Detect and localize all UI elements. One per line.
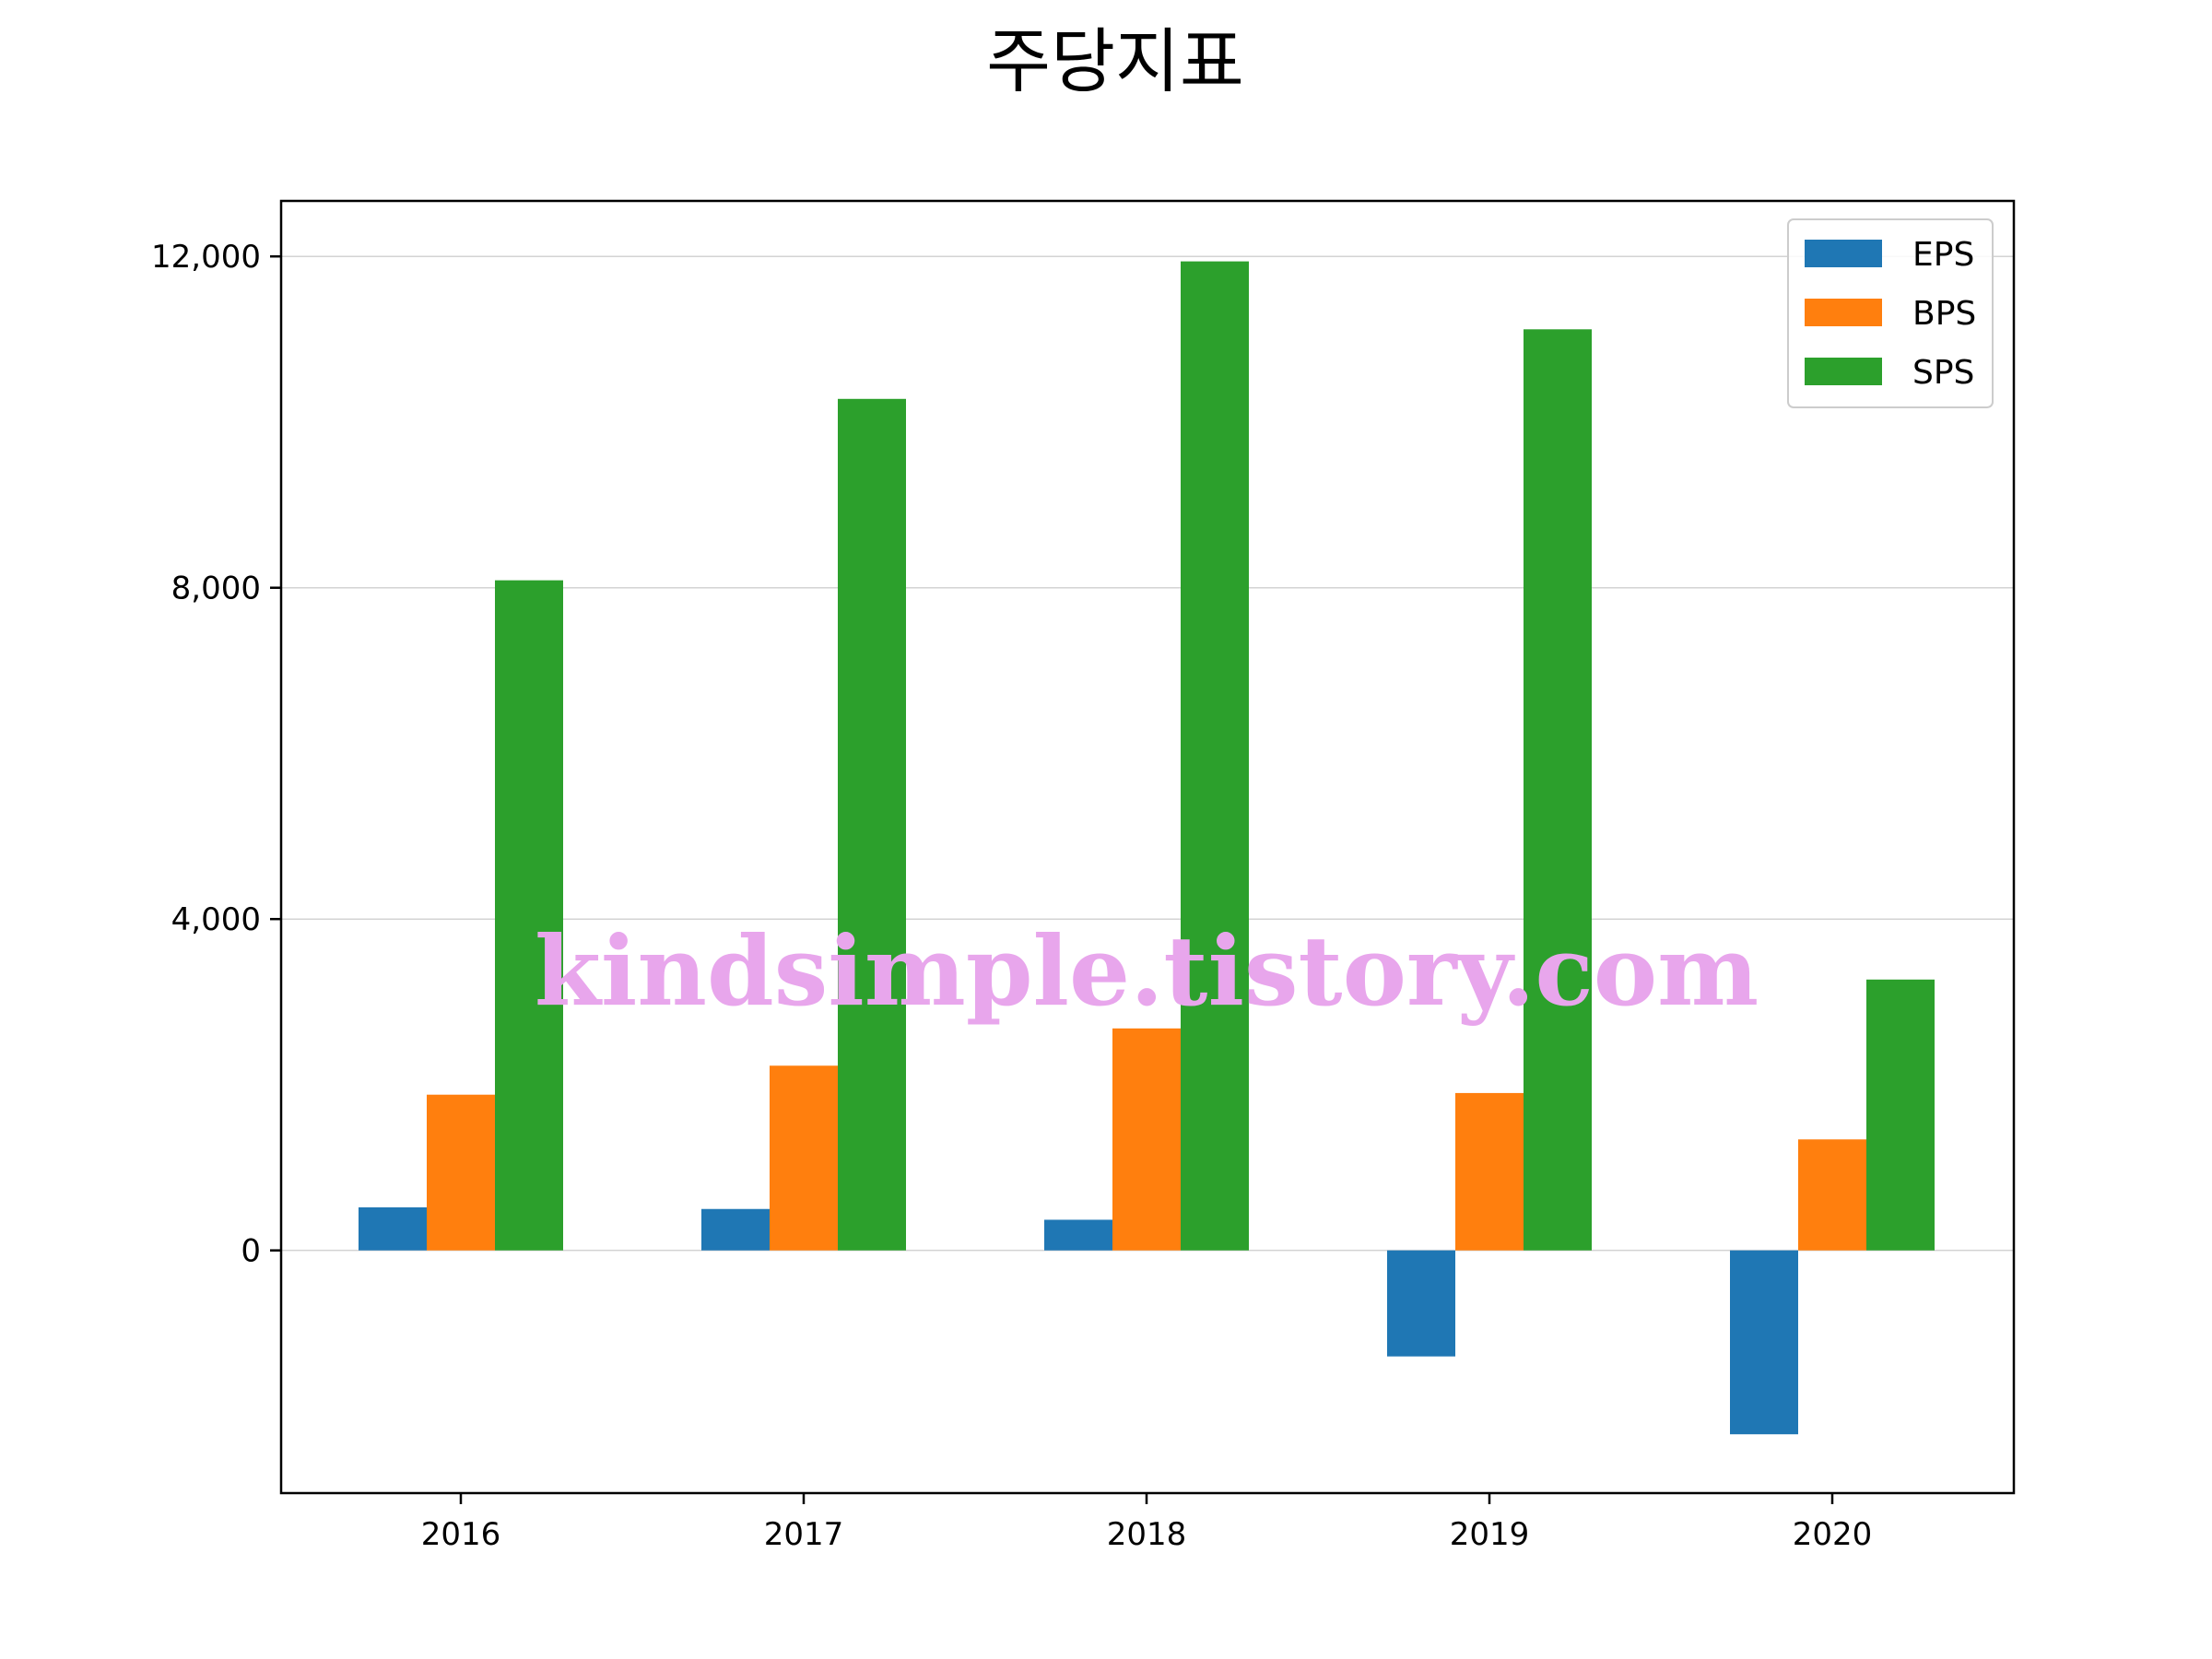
bar-bps-2018 bbox=[1112, 1028, 1181, 1251]
bar-sps-2018 bbox=[1181, 261, 1249, 1251]
legend-swatch-sps bbox=[1805, 358, 1882, 385]
bar-bps-2016 bbox=[427, 1094, 495, 1251]
y-tick-label: 0 bbox=[241, 1233, 261, 1270]
y-tick-label: 8,000 bbox=[171, 571, 261, 607]
bar-eps-2017 bbox=[701, 1208, 770, 1251]
y-tick-label: 12,000 bbox=[151, 239, 261, 276]
x-tick-label: 2017 bbox=[764, 1516, 844, 1553]
x-axis: 2016 2017 2018 2019 2020 bbox=[421, 1493, 1873, 1553]
bar-sps-2016 bbox=[495, 580, 563, 1251]
y-tick-label: 4,000 bbox=[171, 901, 261, 938]
watermark-text: kindsimple.tistory.com bbox=[535, 914, 1759, 1028]
legend-label-eps: EPS bbox=[1912, 236, 1974, 274]
x-tick-label: 2020 bbox=[1793, 1516, 1873, 1553]
legend-swatch-bps bbox=[1805, 299, 1882, 326]
x-tick-label: 2018 bbox=[1107, 1516, 1187, 1553]
bar-bps-2019 bbox=[1455, 1092, 1524, 1251]
legend-label-bps: BPS bbox=[1912, 295, 1976, 333]
x-tick-label: 2016 bbox=[421, 1516, 501, 1553]
legend-swatch-eps bbox=[1805, 240, 1882, 267]
bar-bps-2017 bbox=[770, 1065, 838, 1251]
chart-title: 주당지표 bbox=[986, 20, 1244, 102]
bar-sps-2019 bbox=[1524, 329, 1592, 1251]
legend: EPS BPS SPS bbox=[1787, 218, 1994, 408]
bar-eps-2020 bbox=[1730, 1250, 1798, 1435]
bar-bps-2020 bbox=[1798, 1139, 1866, 1251]
bar-eps-2018 bbox=[1044, 1219, 1112, 1251]
bar-sps-2017 bbox=[838, 398, 906, 1251]
bar-eps-2019 bbox=[1387, 1250, 1455, 1357]
bars bbox=[359, 261, 1935, 1435]
x-tick-label: 2019 bbox=[1450, 1516, 1530, 1553]
bar-eps-2016 bbox=[359, 1206, 427, 1251]
legend-label-sps: SPS bbox=[1912, 354, 1974, 392]
bar-sps-2020 bbox=[1866, 979, 1935, 1251]
y-axis: 0 4,000 8,000 12,000 bbox=[151, 239, 281, 1270]
